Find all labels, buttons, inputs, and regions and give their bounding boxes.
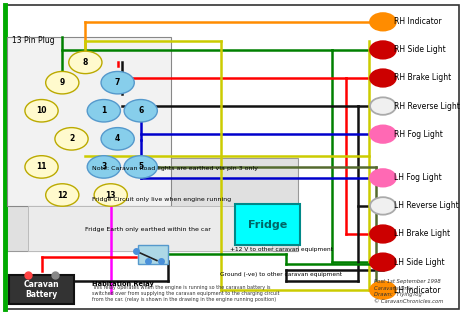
Circle shape — [370, 125, 396, 143]
Circle shape — [370, 197, 396, 215]
Circle shape — [370, 225, 396, 243]
Text: 1: 1 — [101, 106, 107, 115]
Text: 13 Pin Plug: 13 Pin Plug — [11, 36, 54, 45]
Text: 11: 11 — [36, 163, 47, 171]
Text: 8: 8 — [82, 58, 88, 67]
Text: Caravan
Battery: Caravan Battery — [24, 280, 59, 299]
Text: LH Fog Light: LH Fog Light — [394, 173, 442, 182]
Circle shape — [124, 100, 157, 122]
Circle shape — [124, 156, 157, 178]
Circle shape — [69, 51, 102, 74]
Circle shape — [87, 100, 120, 122]
Bar — [9, 275, 74, 304]
Text: Fridge Circuit only live when engine running: Fridge Circuit only live when engine run… — [92, 197, 231, 202]
Circle shape — [370, 281, 396, 299]
Text: 10: 10 — [36, 106, 47, 115]
Circle shape — [46, 184, 79, 206]
Circle shape — [94, 184, 128, 206]
Text: 9: 9 — [60, 78, 65, 87]
Text: RH Fog Light: RH Fog Light — [394, 130, 443, 139]
Text: LH Reverse Light: LH Reverse Light — [394, 202, 459, 210]
Text: Fridge Earth only earthed within the car: Fridge Earth only earthed within the car — [85, 227, 210, 232]
Text: Ground (-ve) to other caravan equipment: Ground (-ve) to other caravan equipment — [220, 272, 342, 277]
Text: Post 1st September 1998
Caravans Only
Drawn: "FlyingTog"
© CaravanChronicles.com: Post 1st September 1998 Caravans Only Dr… — [374, 279, 443, 304]
Text: Habitation Relay: Habitation Relay — [92, 281, 154, 287]
Text: +12 V to other caravan equipment: +12 V to other caravan equipment — [230, 247, 333, 252]
Text: 4: 4 — [115, 134, 120, 143]
Circle shape — [25, 100, 58, 122]
Text: RH Reverse Light: RH Reverse Light — [394, 102, 460, 110]
Circle shape — [370, 69, 396, 87]
Text: 12: 12 — [57, 191, 67, 199]
Circle shape — [46, 71, 79, 94]
Circle shape — [370, 253, 396, 271]
Text: LH Side Light: LH Side Light — [394, 258, 445, 266]
Bar — [27, 206, 272, 251]
Text: 6: 6 — [138, 106, 143, 115]
Circle shape — [370, 41, 396, 59]
Circle shape — [55, 128, 88, 150]
Text: 2: 2 — [69, 134, 74, 143]
Circle shape — [25, 156, 58, 178]
Circle shape — [370, 97, 396, 115]
Bar — [138, 245, 168, 264]
Text: LH Brake Light: LH Brake Light — [394, 230, 451, 238]
Text: LH Indicator: LH Indicator — [394, 286, 441, 295]
Text: Fridge: Fridge — [248, 220, 287, 230]
Bar — [7, 37, 171, 206]
Bar — [7, 158, 298, 251]
Text: 7: 7 — [115, 78, 120, 87]
Text: RH Brake Light: RH Brake Light — [394, 74, 452, 82]
Text: Note: Caravan Road lights are earthed via pin 3 only: Note: Caravan Road lights are earthed vi… — [92, 166, 258, 171]
Circle shape — [370, 13, 396, 31]
Circle shape — [87, 156, 120, 178]
Text: RH Indicator: RH Indicator — [394, 17, 442, 26]
Text: 13: 13 — [106, 191, 116, 199]
Circle shape — [370, 169, 396, 187]
Text: 5: 5 — [138, 163, 143, 171]
Circle shape — [101, 128, 134, 150]
Bar — [235, 204, 300, 245]
Text: RH Side Light: RH Side Light — [394, 46, 446, 54]
Text: 3: 3 — [101, 163, 107, 171]
Circle shape — [101, 71, 134, 94]
Text: This relay operates when the engine is running so the caravan battery is
switche: This relay operates when the engine is r… — [92, 285, 280, 302]
